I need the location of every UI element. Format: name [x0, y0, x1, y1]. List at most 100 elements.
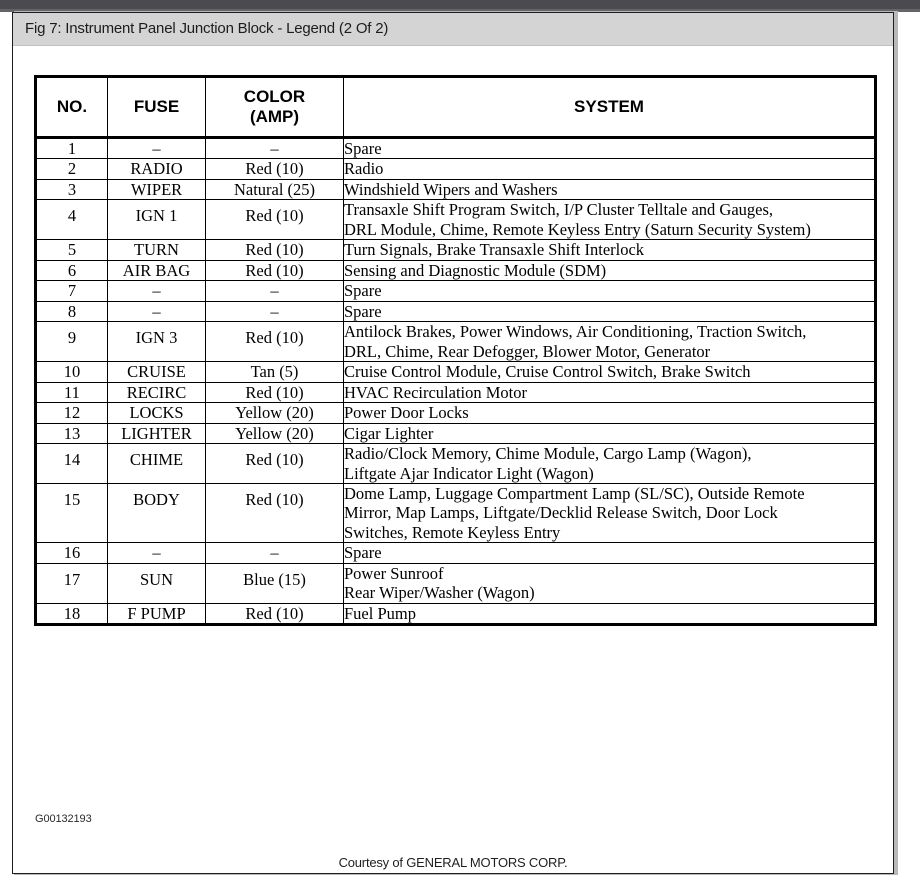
cell-fuse-color-amp: Red (10) — [205, 443, 344, 484]
system-line: Spare — [344, 139, 382, 158]
table-row: 13 LIGHTER Yellow (20) Cigar Lighter — [35, 422, 876, 445]
cell-fuse-name: – — [107, 542, 206, 564]
cell-system-description: Sensing and Diagnostic Module (SDM) — [343, 259, 876, 282]
column-header-color-line1: COLOR — [243, 87, 306, 107]
cell-fuse-number: 4 — [35, 199, 108, 241]
cell-fuse-name: TURN — [107, 239, 206, 261]
system-line: Turn Signals, Brake Transaxle Shift Inte… — [344, 240, 645, 260]
system-line: Sensing and Diagnostic Module (SDM) — [344, 260, 607, 280]
fuse-legend-table: NO. FUSE COLOR (AMP) SYSTEM 1– – Spare 2 RAD… — [34, 75, 877, 627]
cell-fuse-number: 5 — [35, 239, 108, 261]
cell-system-description: Power Door Locks — [343, 402, 876, 424]
window-top-strip-edge — [0, 9, 920, 12]
cell-system-description: Radio/Clock Memory, Chime Module, Cargo … — [343, 443, 876, 484]
system-line: Radio — [344, 159, 384, 179]
table-row: 4 IGN 1 Red (10) Transaxle Shift Program Sw… — [35, 199, 876, 241]
cell-system-description: Dome Lamp, Luggage Compartment Lamp (SL/… — [343, 482, 876, 544]
cell-fuse-number: 12 — [35, 402, 108, 424]
cell-fuse-name: F PUMP — [107, 602, 206, 626]
cell-fuse-color-amp: Natural (25) — [205, 178, 344, 201]
table-row: 12 LOCKS Yellow (20) Power Door Locks — [35, 402, 876, 424]
column-header-system: SYSTEM — [343, 76, 876, 139]
cell-system-description: Spare — [343, 300, 876, 323]
system-line: Fuel Pump — [344, 603, 416, 623]
system-line: HVAC Recirculation Motor — [344, 382, 528, 402]
table-row: 2 RADIO Red (10) Radio — [35, 158, 876, 180]
cell-system-description: Cruise Control Module, Cruise Control Sw… — [343, 361, 876, 383]
system-line: Power Sunroof — [344, 563, 444, 583]
cell-fuse-number: 18 — [35, 602, 108, 626]
table-body: 1– – Spare 2 RADIO Red (10) Radio 3 WIPER Natural… — [35, 136, 876, 626]
system-line: Power Door Locks — [344, 403, 469, 423]
system-line: Switches, Remote Keyless Entry — [344, 522, 561, 542]
cell-fuse-number: 3 — [35, 178, 108, 201]
table-row: 9 IGN 3 Red (10) Antilock Brakes, Power Win… — [35, 321, 876, 363]
cell-fuse-number: 6 — [35, 259, 108, 282]
cell-fuse-number: 1 — [35, 136, 108, 160]
cell-fuse-name: SUN — [107, 562, 206, 604]
cell-system-description: Spare — [343, 136, 876, 160]
cell-fuse-color-amp: – — [205, 542, 344, 564]
cell-fuse-color-amp: – — [205, 280, 344, 302]
table-row: 1– – Spare — [35, 136, 876, 160]
system-line: Antilock Brakes, Power Windows, Air Cond… — [344, 322, 807, 342]
system-line: Liftgate Ajar Indicator Light (Wagon) — [344, 463, 594, 483]
column-header-fuse: FUSE — [107, 76, 206, 139]
cell-fuse-number: 15 — [35, 482, 108, 544]
cell-system-description: Transaxle Shift Program Switch, I/P Clus… — [343, 199, 876, 241]
table-header: NO. FUSE COLOR (AMP) SYSTEM — [35, 76, 876, 139]
table-row: 11 RECIRC Red (10) HVAC Recirculation Motor — [35, 381, 876, 404]
figure-title: Fig 7: Instrument Panel Junction Block -… — [25, 20, 389, 37]
cell-system-description: Antilock Brakes, Power Windows, Air Cond… — [343, 321, 876, 363]
cell-fuse-color-amp: Red (10) — [205, 199, 344, 241]
cell-fuse-name: – — [107, 280, 206, 302]
cell-fuse-number: 10 — [35, 361, 108, 383]
figure-title-bar: Fig 7: Instrument Panel Junction Block -… — [13, 13, 893, 46]
cell-fuse-number: 17 — [35, 562, 108, 604]
cell-system-description: Radio — [343, 158, 876, 180]
cell-fuse-name: CHIME — [107, 443, 206, 484]
cell-fuse-name: BODY — [107, 482, 206, 544]
system-line: DRL Module, Chime, Remote Keyless Entry … — [344, 219, 811, 239]
cell-fuse-name: RECIRC — [107, 381, 206, 404]
column-header-color-line2: (AMP) — [249, 107, 300, 126]
cell-fuse-name: CRUISE — [107, 361, 206, 383]
cell-fuse-name: IGN 1 — [107, 199, 206, 241]
cell-fuse-name: LIGHTER — [107, 422, 206, 445]
table-row: 16– – Spare — [35, 542, 876, 564]
cell-fuse-number: 8 — [35, 300, 108, 323]
table-row: 10 CRUISE Tan (5) Cruise Control Module, Cr… — [35, 361, 876, 383]
cell-fuse-color-amp: Red (10) — [205, 321, 344, 363]
cell-system-description: Spare — [343, 542, 876, 564]
cell-fuse-color-amp: – — [205, 300, 344, 323]
cell-fuse-number: 2 — [35, 158, 108, 180]
table-row: 6 AIR BAG Red (10) Sensing and Diagnostic M… — [35, 259, 876, 282]
cell-fuse-number: 11 — [35, 381, 108, 404]
system-line: Spare — [344, 301, 382, 321]
table-row: 7– – Spare — [35, 280, 876, 302]
cell-system-description: Cigar Lighter — [343, 422, 876, 445]
cell-fuse-name: LOCKS — [107, 402, 206, 424]
system-line: Rear Wiper/Washer (Wagon) — [344, 583, 535, 603]
legend-table-container: NO. FUSE COLOR (AMP) SYSTEM 1– – Spare 2 RAD… — [34, 75, 877, 627]
system-line: Transaxle Shift Program Switch, I/P Clus… — [344, 200, 774, 220]
cell-fuse-number: 9 — [35, 321, 108, 363]
cell-fuse-color-amp: Red (10) — [205, 239, 344, 261]
cell-fuse-name: – — [107, 300, 206, 323]
cell-fuse-name: IGN 3 — [107, 321, 206, 363]
table-row: 17 SUN Blue (15) Power Sunroof Rear Wiper/Wa… — [35, 562, 876, 604]
cell-fuse-name: RADIO — [107, 158, 206, 180]
system-line: Dome Lamp, Luggage Compartment Lamp (SL/… — [344, 483, 805, 503]
cell-fuse-number: 13 — [35, 422, 108, 445]
cell-system-description: Turn Signals, Brake Transaxle Shift Inte… — [343, 239, 876, 261]
cell-fuse-color-amp: Tan (5) — [205, 361, 344, 383]
cell-fuse-name: AIR BAG — [107, 259, 206, 282]
cell-fuse-color-amp: Red (10) — [205, 381, 344, 404]
cell-fuse-color-amp: Red (10) — [205, 259, 344, 282]
system-line: Windshield Wipers and Washers — [344, 179, 558, 199]
cell-system-description: HVAC Recirculation Motor — [343, 381, 876, 404]
table-row: 8– – Spare — [35, 300, 876, 323]
courtesy-note: Courtesy of GENERAL MOTORS CORP. — [338, 855, 568, 870]
cell-fuse-name: WIPER — [107, 178, 206, 201]
